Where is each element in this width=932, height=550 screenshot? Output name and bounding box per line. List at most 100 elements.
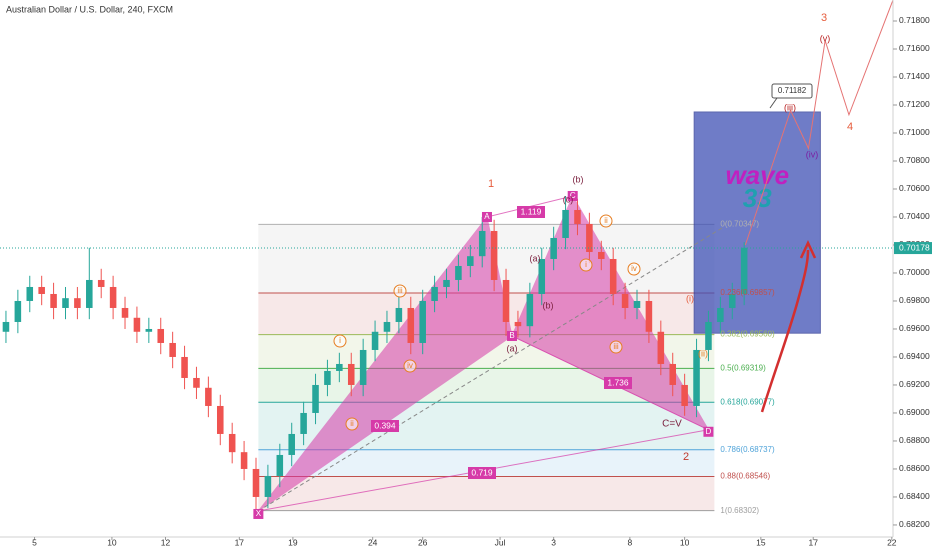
candle-body [609,258,617,294]
wave-label: iv [631,264,637,273]
candle-body [157,328,165,343]
candle-body [252,468,260,497]
candle-body [419,300,426,343]
wave-circle [403,359,417,373]
candle-body [121,307,129,318]
callout-box [771,83,813,99]
front-layer: 0(0.70347) 0.236(0.69857) 0.382(0.69560) 0.… [253,0,894,519]
candle-body [133,317,141,332]
candle-body [478,230,486,257]
candle-body [2,321,10,332]
pattern-point-label: D [706,427,712,436]
x-tick-label: 10 [680,537,690,547]
pattern-point-label: A [484,212,490,221]
x-tick-label: 26 [418,537,428,547]
pattern-point-box [506,330,517,341]
last-price-label: 0.70178 [899,242,930,252]
wave-label: iii [613,342,619,351]
price-axis [893,0,932,537]
candle-body [598,251,605,259]
candle-body [288,433,295,455]
candle-body [455,265,462,280]
candle-body [371,331,379,350]
candle-body [669,363,677,385]
candle-body [181,356,188,378]
mid-layer [0,194,893,512]
last-price-box [894,242,932,255]
pattern-point-label: C [570,191,576,200]
y-tick-label: 0.69000 [899,407,930,417]
wave-label: iv [407,361,413,370]
candle-body [109,286,117,308]
y-tick-label: 0.69200 [899,379,930,389]
callout-leader [769,97,778,109]
candle-body [324,370,331,385]
x-tick-label: 19 [288,537,298,547]
x-tick-label: 10 [107,537,117,547]
x-tick-label: 12 [161,537,171,547]
fib-label: 0.786(0.68737) [720,445,775,454]
wave-label: (a) [530,253,541,263]
wave-label: (ii) [698,348,708,358]
y-tick-label: 0.69400 [899,351,930,361]
pattern-point-box [703,426,714,437]
candle-body [431,286,438,301]
y-tick-label: 0.69600 [899,323,930,333]
wave-label: ii [604,216,608,225]
fib-label: 1(0.68302) [720,506,759,515]
ratio-box [517,206,545,218]
candle-body [574,209,581,224]
fib-label: 0.5(0.69319) [720,363,766,372]
candle-body [347,363,355,385]
candle-body [383,321,391,332]
candle-body [467,256,474,266]
candle-body [14,300,22,322]
pattern-point-box [481,211,492,222]
y-tick-label: 0.71200 [899,99,930,109]
candle-body [169,342,176,357]
ratio-label: 1.736 [607,377,629,387]
y-tick-label: 0.71000 [899,127,930,137]
wave-label: (b) [543,300,554,310]
y-tick-label: 0.71600 [899,43,930,53]
candle-body [562,209,569,238]
fib-label: 0.236(0.69857) [720,288,775,297]
y-tick-label: 0.68600 [899,463,930,473]
x-tick-label: 15 [756,537,766,547]
candle-body [526,293,534,327]
candle-body [586,223,593,252]
candle-body [550,237,557,259]
ratio-label: 0.719 [471,467,493,477]
candle-body [26,286,34,301]
y-tick-label: 0.68400 [899,491,930,501]
candle-body [86,279,93,308]
fib-label: 0.88(0.68546) [720,472,770,481]
hand-arrow-head [799,240,817,259]
wave-label: (c) [563,194,574,204]
x-tick-label: 5 [32,537,37,547]
y-tick-label: 0.70600 [899,183,930,193]
wave-circle [393,284,407,298]
wave-label: (a) [507,343,518,353]
candle-body [276,454,284,476]
candle-body [240,452,248,469]
candle-body [705,321,712,350]
y-tick-label: 0.70400 [899,211,930,221]
wave-label: (iv) [806,149,819,159]
chart-title: Australian Dollar / U.S. Dollar, 240, FX… [6,4,173,14]
wave-label: (b) [573,174,584,184]
wave-circle [627,262,641,276]
fib-band [258,476,715,511]
candle-body [407,307,415,343]
candle-body [633,300,641,308]
candle-body [145,328,153,332]
candle-body [38,286,45,294]
callout-label: 0.71182 [778,86,807,95]
ratio-box [604,377,632,389]
candle-body [50,293,57,308]
candle-body [62,298,69,308]
ratio-label: 0.394 [374,420,396,430]
y-tick-label: 0.69800 [899,295,930,305]
candle-body [502,279,510,322]
